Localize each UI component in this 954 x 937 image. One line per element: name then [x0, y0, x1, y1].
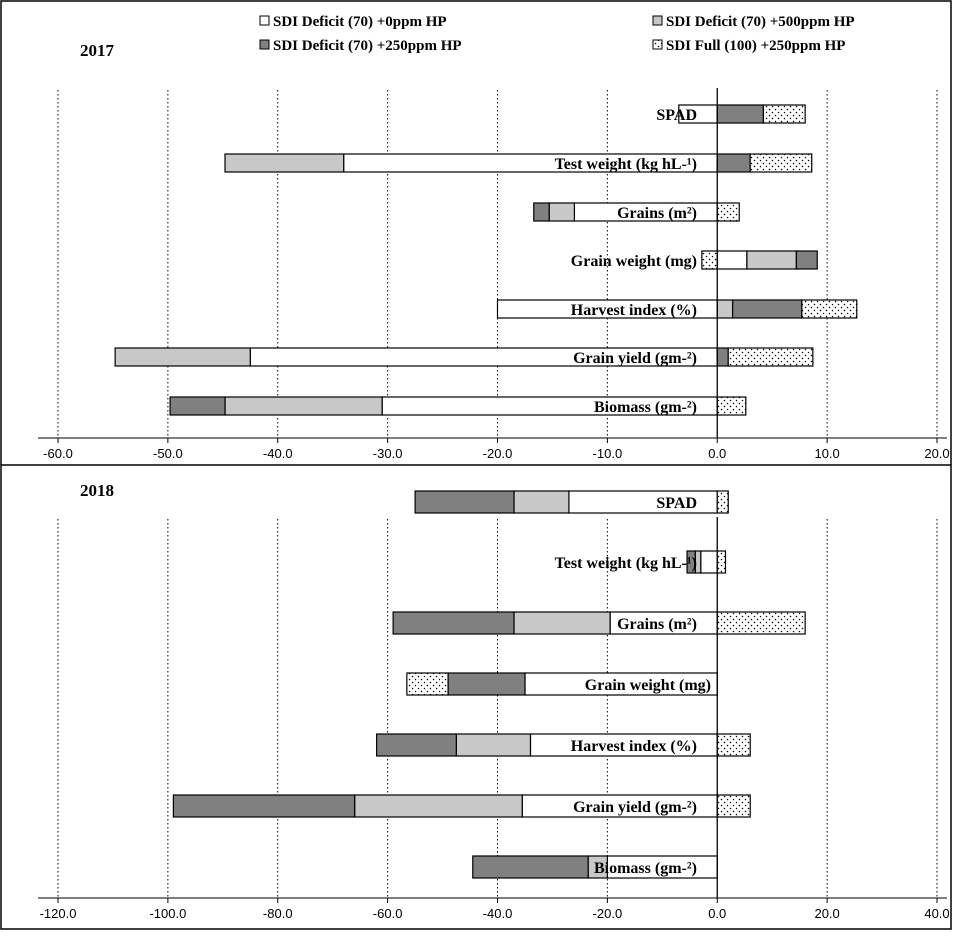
- legend-label: SDI Deficit (70) +250ppm HP: [273, 38, 462, 54]
- category-label: Grains (m²): [617, 205, 697, 222]
- x-tick-label: 10.0: [814, 446, 839, 461]
- bar-segment: [716, 733, 751, 757]
- bar-segment: [795, 250, 818, 270]
- bar-segment: [716, 250, 748, 270]
- bar-segment: [114, 347, 251, 367]
- bar-segment: [716, 396, 747, 416]
- x-tick-label: -60.0: [373, 906, 403, 921]
- bar-segment: [354, 794, 523, 818]
- category-label: Grain weight (mg): [571, 253, 697, 270]
- panel-2018: 2018 -120.0 -100.0 -80.0 -60.0 -40.0 -20.0 0.0 2…: [38, 481, 950, 921]
- category-label: Grain weight (mg): [585, 677, 711, 694]
- category-label: Biomass (gm-²): [594, 860, 697, 877]
- legend-label: SDI Full (100) +250ppm HP: [666, 38, 845, 54]
- bar-segment: [392, 611, 515, 635]
- x-tick-label: 20.0: [814, 906, 839, 921]
- bar-segment: [172, 794, 356, 818]
- bar-segment: [716, 202, 740, 222]
- bar-segment: [732, 299, 803, 319]
- bar-segment: [762, 104, 806, 124]
- bar-segment: [749, 153, 813, 173]
- bar-segment: [533, 202, 550, 222]
- bar-segment: [513, 611, 611, 635]
- bar-segment: [716, 794, 751, 818]
- category-label: Grain yield (gm-²): [573, 799, 697, 816]
- x-tick-label: 0.0: [708, 446, 726, 461]
- bar-segment: [716, 490, 729, 514]
- bar-segment: [716, 550, 727, 574]
- bar-segment: [224, 153, 345, 173]
- x-tick-label: -30.0: [373, 446, 403, 461]
- category-label: Test weight (kg hL-¹): [555, 555, 697, 572]
- bar-segment: [716, 299, 734, 319]
- x-tick-label: -120.0: [40, 906, 77, 921]
- category-label: Harvest index (%): [571, 302, 697, 319]
- bar-segment: [406, 672, 449, 696]
- x-tick-label: -60.0: [43, 446, 73, 461]
- x-tick-label: -20.0: [483, 446, 513, 461]
- legend-swatch: [259, 39, 270, 50]
- bar-segment: [716, 611, 806, 635]
- bar-segment: [548, 202, 576, 222]
- bar-segment: [727, 347, 814, 367]
- bar-segment: [447, 672, 526, 696]
- panel-title: 2018: [80, 481, 114, 500]
- bar-segment: [686, 550, 696, 574]
- category-label: SPAD: [656, 495, 697, 512]
- bar-segment: [801, 299, 858, 319]
- category-label: Biomass (gm-²): [594, 399, 697, 416]
- bar-segment: [472, 855, 589, 879]
- legend-swatch: [652, 39, 663, 50]
- bar-segment: [513, 490, 570, 514]
- x-tick-label: -40.0: [483, 906, 513, 921]
- category-label: SPAD: [656, 107, 697, 124]
- legend-swatch: [259, 15, 270, 26]
- x-tick-label: -10.0: [593, 446, 623, 461]
- bar-segment: [716, 153, 751, 173]
- legend: SDI Deficit (70) +0ppm HP SDI Deficit (70…: [259, 14, 855, 54]
- x-tick-label: -40.0: [263, 446, 293, 461]
- category-label: Grain yield (gm-²): [573, 350, 697, 367]
- panel-2017: 2017 -60.0 -50.0 -40.0 -30.0 -20.0 -10.0 0.0 10.…: [38, 41, 950, 461]
- bar-segment: [746, 250, 797, 270]
- legend-label: SDI Deficit (70) +0ppm HP: [273, 14, 447, 30]
- panel-title: 2017: [80, 41, 115, 60]
- category-label: Test weight (kg hL-¹): [555, 156, 697, 173]
- legend-swatch: [652, 15, 663, 26]
- bar-segment: [716, 104, 764, 124]
- bar-segment: [414, 490, 515, 514]
- x-tick-label: 40.0: [924, 906, 949, 921]
- x-tick-label: 0.0: [708, 906, 726, 921]
- bar-segment: [376, 733, 457, 757]
- bar-segment: [701, 250, 718, 270]
- bar-segment: [224, 396, 383, 416]
- category-label: Harvest index (%): [571, 738, 697, 755]
- bar-segment: [716, 347, 729, 367]
- legend-label: SDI Deficit (70) +500ppm HP: [666, 14, 855, 30]
- x-tick-label: -80.0: [263, 906, 293, 921]
- x-tick-label: 20.0: [924, 446, 949, 461]
- bar-segment: [700, 550, 718, 574]
- category-label: Grains (m²): [617, 616, 697, 633]
- bar-segment: [169, 396, 226, 416]
- bar-segment: [455, 733, 532, 757]
- x-tick-label: -20.0: [593, 906, 623, 921]
- x-tick-label: -50.0: [153, 446, 183, 461]
- x-tick-label: -100.0: [149, 906, 186, 921]
